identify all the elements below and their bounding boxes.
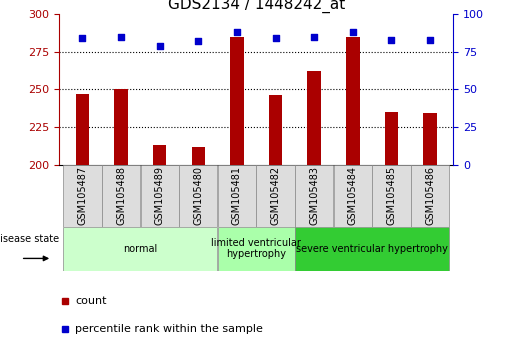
Bar bbox=[141, 165, 179, 227]
Text: GSM105481: GSM105481 bbox=[232, 166, 242, 225]
Bar bbox=[423, 113, 437, 165]
Bar bbox=[295, 165, 333, 227]
Bar bbox=[192, 147, 205, 165]
Point bbox=[78, 35, 87, 41]
Text: normal: normal bbox=[123, 244, 158, 254]
Bar bbox=[114, 89, 128, 165]
Bar bbox=[63, 227, 217, 271]
Text: limited ventricular
hypertrophy: limited ventricular hypertrophy bbox=[211, 238, 301, 259]
Text: GSM105487: GSM105487 bbox=[77, 166, 88, 225]
Bar bbox=[230, 37, 244, 165]
Point bbox=[387, 37, 396, 42]
Text: GSM105484: GSM105484 bbox=[348, 166, 358, 225]
Point bbox=[271, 35, 280, 41]
Text: GSM105485: GSM105485 bbox=[386, 166, 397, 225]
Bar bbox=[295, 227, 449, 271]
Text: GSM105483: GSM105483 bbox=[309, 166, 319, 225]
Bar bbox=[256, 165, 295, 227]
Text: disease state: disease state bbox=[0, 234, 59, 244]
Point bbox=[233, 29, 241, 35]
Bar bbox=[346, 37, 359, 165]
Point bbox=[349, 29, 357, 35]
Title: GDS2134 / 1448242_at: GDS2134 / 1448242_at bbox=[167, 0, 345, 13]
Text: GSM105486: GSM105486 bbox=[425, 166, 435, 225]
Bar bbox=[218, 227, 295, 271]
Bar bbox=[269, 96, 282, 165]
Bar bbox=[102, 165, 140, 227]
Bar bbox=[307, 72, 321, 165]
Text: count: count bbox=[75, 296, 107, 306]
Point bbox=[310, 34, 318, 40]
Bar bbox=[411, 165, 449, 227]
Text: severe ventricular hypertrophy: severe ventricular hypertrophy bbox=[296, 244, 448, 254]
Point bbox=[117, 34, 125, 40]
Point bbox=[426, 37, 434, 42]
Bar bbox=[334, 165, 372, 227]
Text: GSM105482: GSM105482 bbox=[270, 166, 281, 225]
Bar bbox=[385, 112, 398, 165]
Text: percentile rank within the sample: percentile rank within the sample bbox=[75, 324, 263, 334]
Bar bbox=[153, 145, 166, 165]
Bar bbox=[372, 165, 410, 227]
Point bbox=[156, 43, 164, 48]
Text: GSM105488: GSM105488 bbox=[116, 166, 126, 225]
Bar bbox=[76, 94, 89, 165]
Bar bbox=[218, 165, 256, 227]
Text: GSM105489: GSM105489 bbox=[154, 166, 165, 225]
Point bbox=[194, 38, 202, 44]
Text: GSM105480: GSM105480 bbox=[193, 166, 203, 225]
Bar bbox=[63, 165, 101, 227]
Bar bbox=[179, 165, 217, 227]
